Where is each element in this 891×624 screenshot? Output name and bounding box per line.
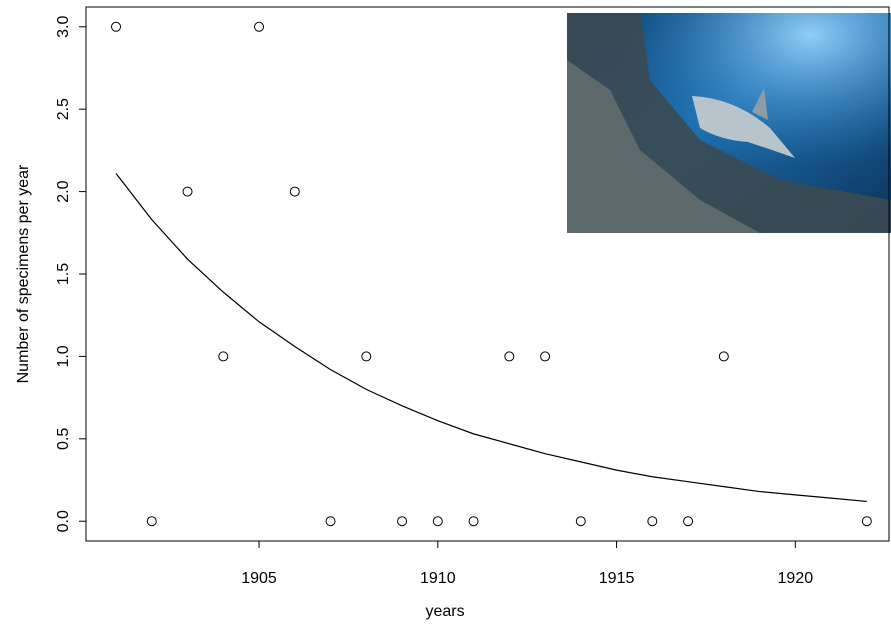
x-tick-label: 1910 xyxy=(420,570,456,587)
y-tick-label: 3.0 xyxy=(55,16,72,38)
y-tick-label: 0.5 xyxy=(55,428,72,450)
data-point xyxy=(111,21,122,32)
y-tick-label: 1.0 xyxy=(55,345,72,367)
data-point xyxy=(540,351,551,362)
data-point xyxy=(254,21,265,32)
data-point xyxy=(861,516,872,527)
data-point xyxy=(361,351,372,362)
y-tick-label: 2.5 xyxy=(55,98,72,120)
data-point xyxy=(504,351,515,362)
x-tick-label: 1920 xyxy=(778,570,814,587)
data-point xyxy=(647,516,658,527)
data-point xyxy=(718,351,729,362)
x-axis-label: years xyxy=(425,603,464,620)
data-point xyxy=(683,516,694,527)
x-tick-label: 1905 xyxy=(241,570,277,587)
x-tick-label: 1915 xyxy=(599,570,635,587)
data-point xyxy=(146,516,157,527)
photo-inset xyxy=(567,13,891,233)
data-point xyxy=(432,516,443,527)
data-point xyxy=(397,516,408,527)
data-point xyxy=(468,516,479,527)
fit-line xyxy=(115,173,867,503)
data-point xyxy=(575,516,586,527)
y-tick-label: 1.5 xyxy=(55,263,72,285)
y-tick-label: 0.0 xyxy=(55,510,72,532)
data-point xyxy=(182,186,193,197)
data-point xyxy=(325,516,336,527)
y-tick-label: 2.0 xyxy=(55,180,72,202)
y-axis-label: Number of specimens per year xyxy=(15,164,32,383)
data-point xyxy=(218,351,229,362)
data-point xyxy=(289,186,300,197)
